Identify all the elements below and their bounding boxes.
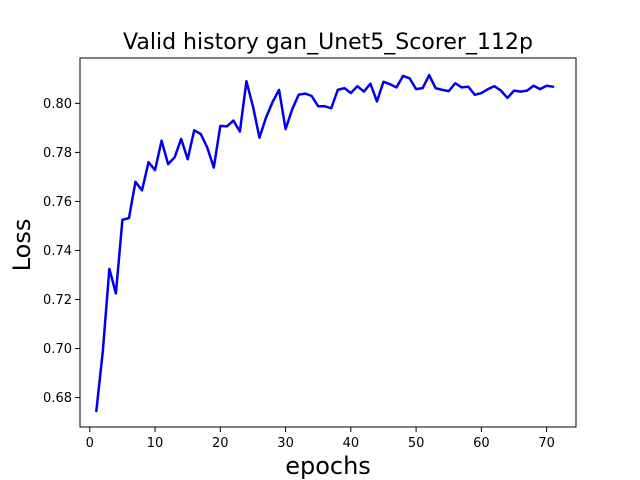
x-tick-label: 50 <box>408 436 425 451</box>
chart-title: Valid history gan_Unet5_Scorer_112p <box>123 30 533 55</box>
x-tick-label: 70 <box>538 436 555 451</box>
y-tick-label: 0.70 <box>43 342 72 357</box>
y-tick-label: 0.80 <box>43 97 72 112</box>
x-tick-label: 0 <box>86 436 94 451</box>
y-tick-label: 0.68 <box>43 391 72 406</box>
y-tick-label: 0.78 <box>43 146 72 161</box>
y-axis-label: Loss <box>8 219 36 272</box>
y-tick-label: 0.74 <box>43 244 72 259</box>
x-axis-label: epochs <box>285 452 371 480</box>
x-tick-label: 40 <box>343 436 360 451</box>
y-tick-label: 0.72 <box>43 293 72 308</box>
axis-ticks: 0 10 20 30 40 50 60 70 0.68 0.70 0.72 0.74 0.76 0.78 0… <box>43 97 555 451</box>
x-tick-label: 20 <box>212 436 229 451</box>
plot-frame <box>79 57 577 428</box>
y-tick-label: 0.76 <box>43 195 72 210</box>
x-tick-label: 10 <box>147 436 164 451</box>
series-line <box>95 73 555 413</box>
x-tick-label: 30 <box>277 436 294 451</box>
x-tick-label: 60 <box>473 436 490 451</box>
